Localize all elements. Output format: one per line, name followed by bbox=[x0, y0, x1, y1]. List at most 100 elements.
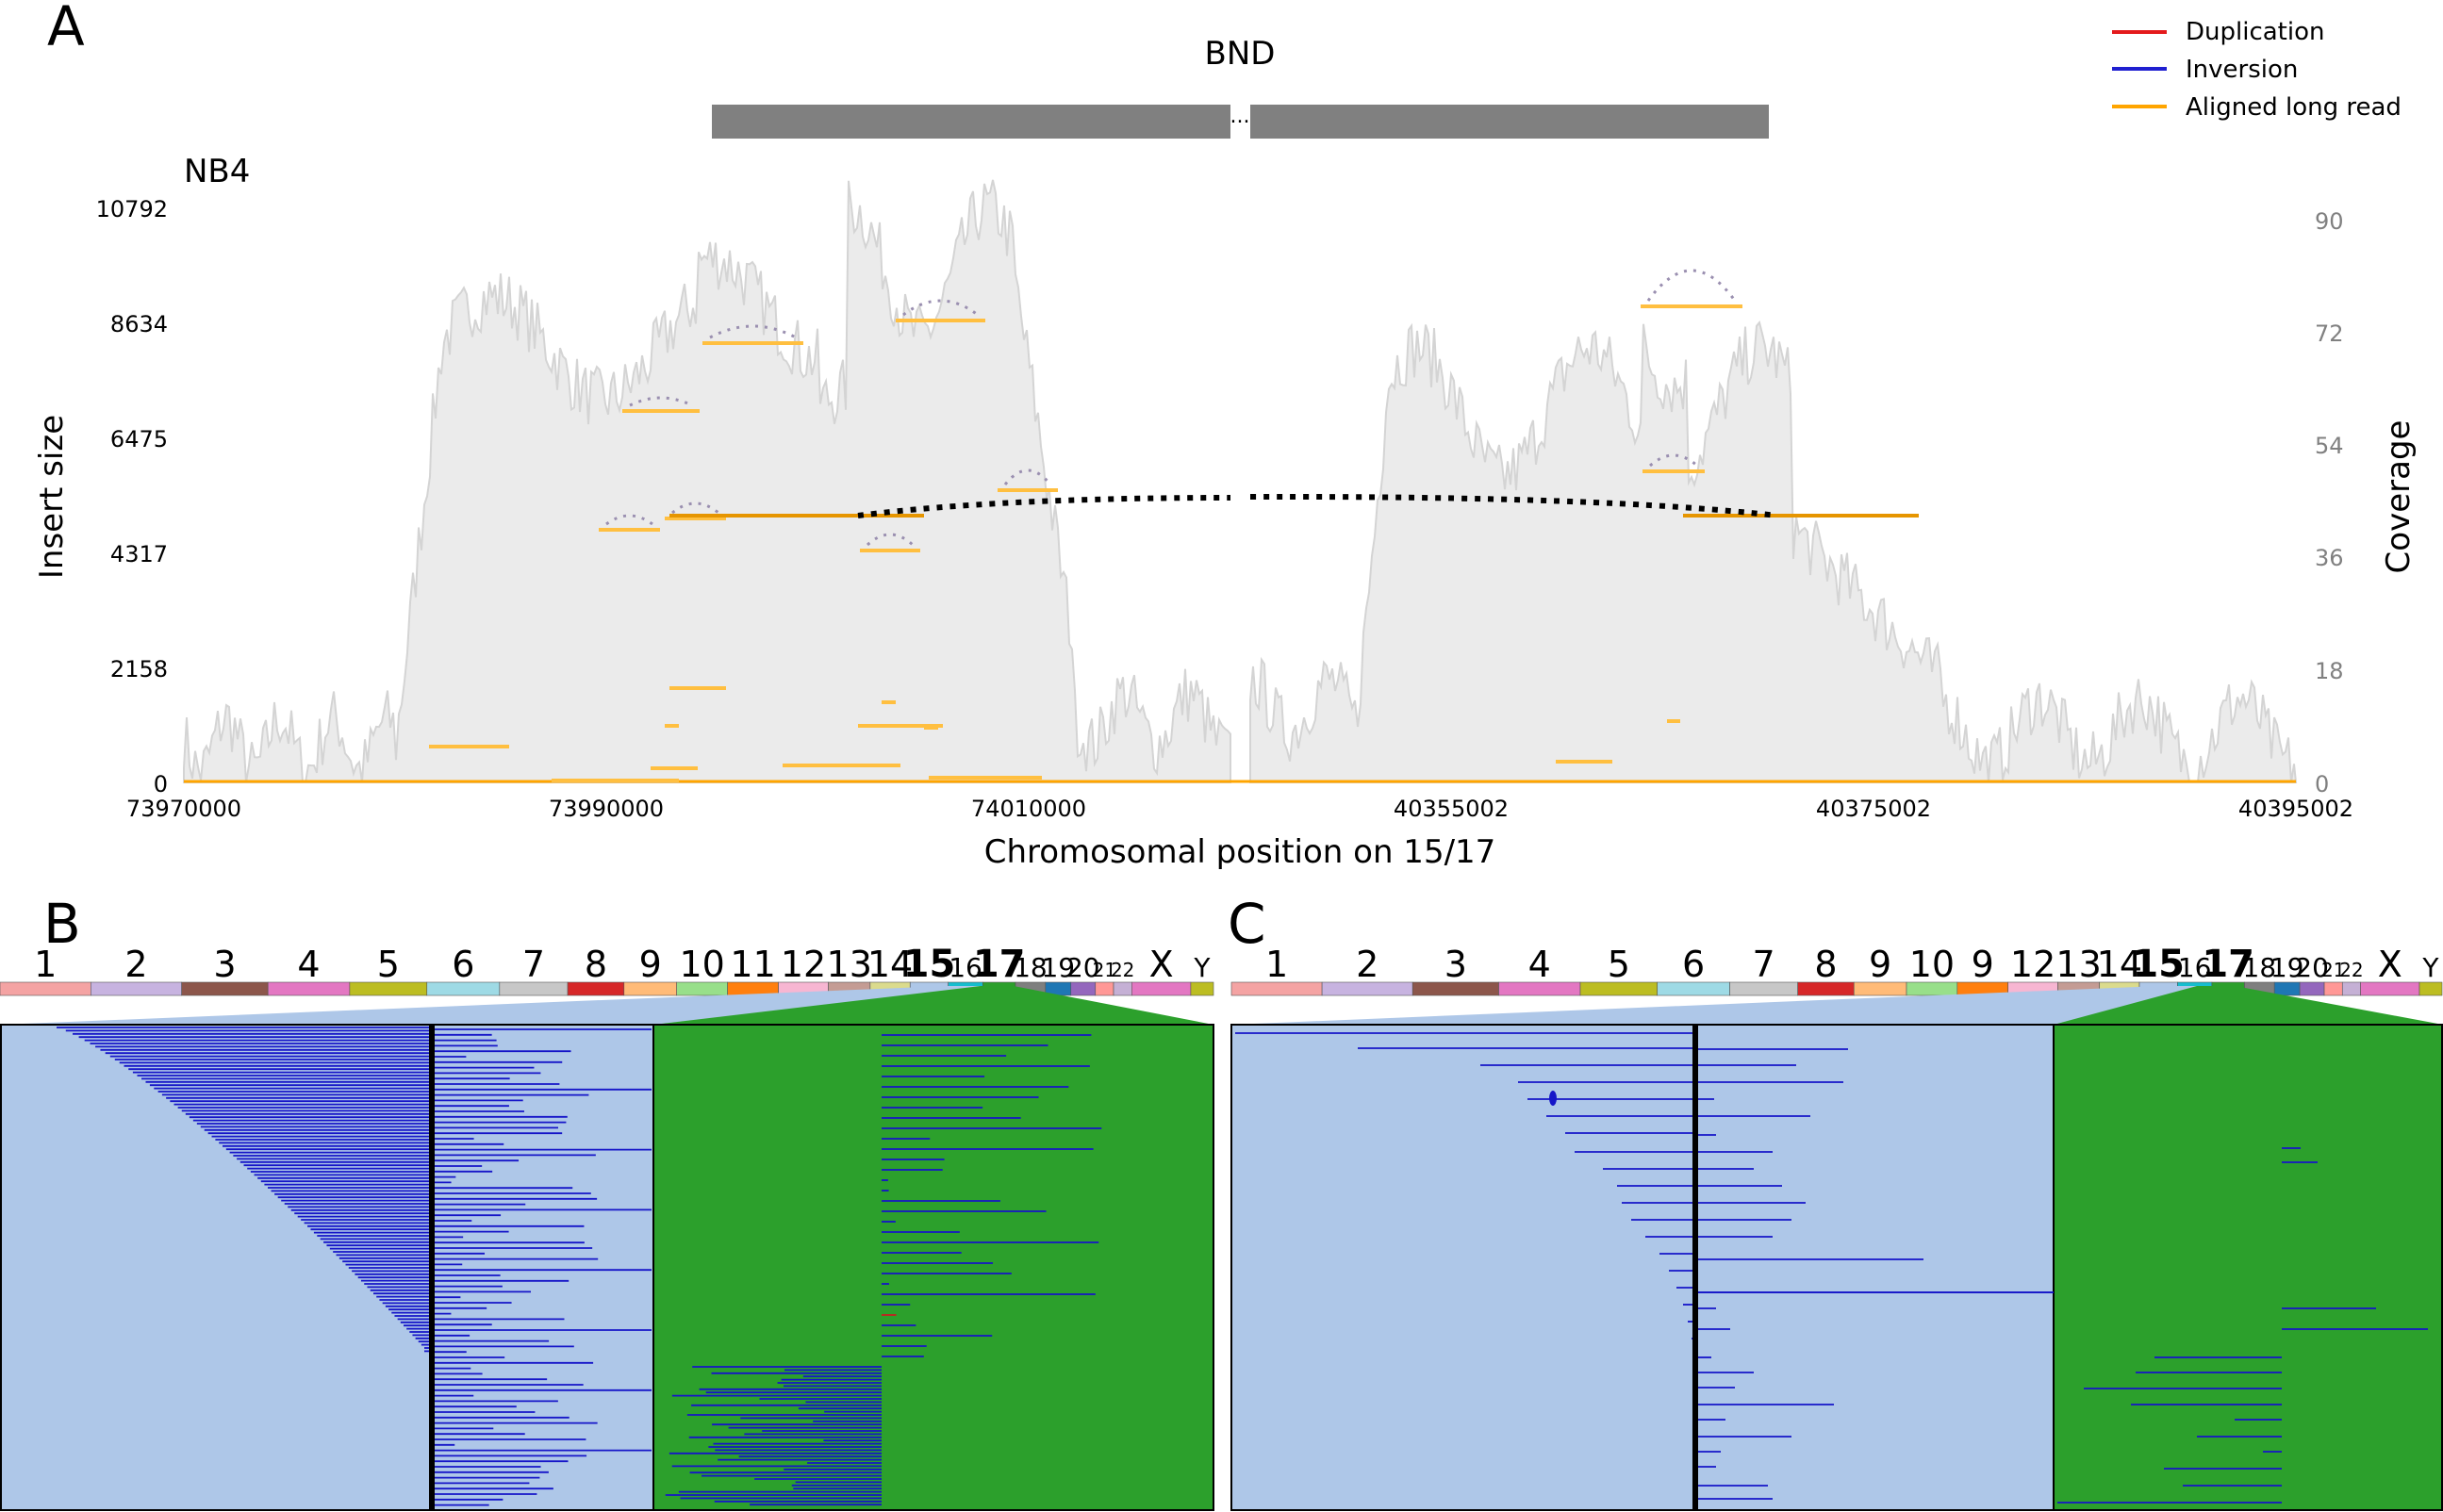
chromosome-label: 20 bbox=[1066, 952, 1100, 983]
y-left-axis-label: Insert size bbox=[33, 415, 71, 579]
x-axis: 73970000 73990000 74010000 40355002 4037… bbox=[126, 796, 2353, 822]
y-left-tick: 6475 bbox=[110, 426, 168, 452]
chromosome-band bbox=[2299, 981, 2325, 996]
chromosome-label: 18 bbox=[1014, 952, 1048, 983]
long-read-layer bbox=[184, 269, 2296, 783]
y-left-tick: 2158 bbox=[110, 656, 168, 682]
y-left-tick: 10792 bbox=[96, 196, 168, 222]
chromosome-label: 10 bbox=[679, 944, 724, 985]
chromosome-label: 21 bbox=[2321, 959, 2345, 981]
chromosome-label: 8 bbox=[1814, 944, 1837, 985]
y-left-tick: 0 bbox=[154, 771, 168, 797]
chromosome-label: 14 bbox=[867, 944, 913, 985]
sample-label: NB4 bbox=[184, 153, 250, 190]
chromosome-label: 16 bbox=[2178, 952, 2212, 983]
chromosome-label: 1 bbox=[1265, 944, 1288, 985]
chromosome-label: Y bbox=[1193, 952, 1211, 983]
chromosome-label: 14 bbox=[2097, 944, 2142, 985]
y-right-tick: 90 bbox=[2315, 208, 2344, 235]
breakpoint-link-right bbox=[1249, 493, 1778, 518]
x-tick-right: 40375002 bbox=[1816, 796, 1931, 822]
chromosome-label: 22 bbox=[1111, 959, 1134, 981]
chromosome-label: Y bbox=[2421, 952, 2439, 983]
legend-label-aligned-long-read: Aligned long read bbox=[2186, 93, 2402, 122]
chromosome-label: 9 bbox=[1972, 944, 1994, 985]
chromosome-band bbox=[2323, 981, 2343, 996]
zoom-connector-17-b bbox=[653, 986, 1213, 1025]
split-alignment-arc bbox=[1646, 269, 1737, 302]
y-right-axis-label: Coverage bbox=[2380, 420, 2418, 574]
inversion-cluster-marker bbox=[1549, 1091, 1557, 1106]
segment-gap-marker: ... bbox=[1230, 105, 1250, 128]
zoom-connector-15-c bbox=[1231, 986, 2206, 1025]
chromosome-label: X bbox=[2378, 944, 2402, 985]
chromosome-label: 1 bbox=[34, 944, 57, 985]
y-right-tick: 36 bbox=[2315, 545, 2344, 571]
split-alignment-arc bbox=[709, 324, 797, 339]
chromosome-label: 7 bbox=[522, 944, 545, 985]
x-tick-left: 73970000 bbox=[126, 796, 241, 822]
y-right-axis: 0 18 36 54 72 90 bbox=[2315, 208, 2344, 797]
chromosome-label: 6 bbox=[452, 944, 474, 985]
x-tick-right: 40355002 bbox=[1394, 796, 1509, 822]
chromosome-label: 4 bbox=[297, 944, 320, 985]
variant-label: BND bbox=[1205, 35, 1276, 73]
chromosome-band bbox=[2418, 981, 2443, 996]
zoom-connector-15-b bbox=[0, 986, 995, 1025]
chr17-zoom-c bbox=[2053, 1024, 2443, 1511]
chromosome-label: 10 bbox=[1909, 944, 1955, 985]
segment-bar-left bbox=[712, 105, 1230, 139]
coverage-track-right bbox=[1249, 320, 2298, 783]
chromosome-label: 12 bbox=[781, 944, 826, 985]
coverage-track-left bbox=[183, 179, 1231, 783]
chr17-zoom-b bbox=[652, 1024, 1214, 1511]
split-alignment-arc bbox=[629, 396, 693, 407]
x-tick-left: 73990000 bbox=[549, 796, 664, 822]
chromosome-label: 2 bbox=[1356, 944, 1378, 985]
chromosome-label: 9 bbox=[1869, 944, 1891, 985]
legend-label-duplication: Duplication bbox=[2186, 18, 2324, 46]
panel-a-label: A bbox=[47, 0, 85, 58]
y-right-tick: 18 bbox=[2315, 658, 2344, 684]
chromosome-label: 11 bbox=[730, 944, 775, 985]
chromosome-band bbox=[2273, 981, 2301, 996]
chromosome-label: 20 bbox=[2295, 952, 2329, 983]
y-left-tick: 8634 bbox=[110, 311, 168, 337]
chromosome-label: 9 bbox=[639, 944, 662, 985]
segment-bar-right bbox=[1250, 105, 1769, 139]
chromosome-label: 16 bbox=[949, 952, 982, 983]
chromosome-label: 8 bbox=[585, 944, 607, 985]
chromosome-label: 19 bbox=[1041, 952, 1075, 983]
x-axis-label: Chromosomal position on 15/17 bbox=[984, 833, 1496, 871]
chromosome-label: 19 bbox=[2270, 952, 2304, 983]
y-right-tick: 0 bbox=[2315, 771, 2329, 797]
chromosome-label: 6 bbox=[1682, 944, 1705, 985]
chromosome-band bbox=[1095, 981, 1114, 996]
panel-c-label: C bbox=[1228, 892, 1266, 956]
chromosome-label: 4 bbox=[1528, 944, 1551, 985]
chromosome-label: 3 bbox=[1444, 944, 1467, 985]
chromosome-label: 5 bbox=[1608, 944, 1630, 985]
chromosome-label: 21 bbox=[1093, 959, 1116, 981]
chr15-zoom-c bbox=[1230, 1024, 2055, 1511]
chromosome-band bbox=[1190, 981, 1214, 996]
chromosome-label: 3 bbox=[213, 944, 236, 985]
breakpoint-link-left bbox=[857, 495, 1231, 518]
x-tick-right: 40395002 bbox=[2238, 796, 2353, 822]
chromosome-label: 17 bbox=[2202, 943, 2254, 986]
chromosome-label: 13 bbox=[2055, 944, 2101, 985]
y-right-tick: 54 bbox=[2315, 433, 2344, 459]
chromosome-band bbox=[1070, 981, 1097, 996]
chromosome-band bbox=[1113, 981, 1132, 996]
split-alignment-arc bbox=[1649, 453, 1698, 468]
legend-label-inversion: Inversion bbox=[2186, 56, 2298, 84]
split-alignment-arc bbox=[902, 299, 979, 317]
chromosome-band bbox=[2341, 981, 2361, 996]
y-left-axis: 0 2158 4317 6475 8634 10792 bbox=[96, 196, 168, 797]
x-tick-left: 74010000 bbox=[971, 796, 1086, 822]
chromosome-label: 13 bbox=[827, 944, 872, 985]
